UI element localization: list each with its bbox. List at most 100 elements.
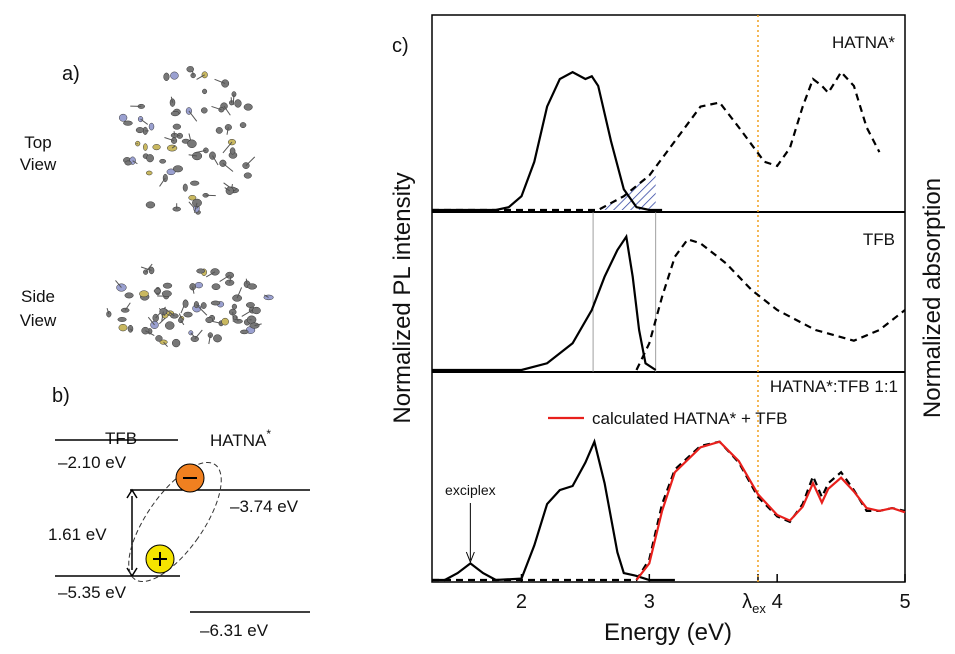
atom	[201, 302, 206, 308]
atom	[156, 335, 163, 341]
material-label: TFB	[105, 429, 137, 448]
atom	[202, 89, 207, 94]
atom	[143, 144, 147, 151]
atom	[240, 330, 248, 334]
panel-label: c)	[392, 35, 409, 57]
x-tick-label: 2	[516, 591, 527, 613]
panel-title: HATNA*:TFB 1:1	[770, 377, 898, 396]
atom	[164, 73, 170, 81]
atom	[184, 312, 193, 317]
atom	[222, 318, 229, 325]
y-axis-label: Normalized PL intensity	[389, 172, 416, 423]
atom	[235, 100, 242, 108]
atom	[165, 322, 174, 330]
view-label: Top	[24, 133, 51, 152]
bond	[223, 163, 233, 171]
superscript: *	[266, 427, 271, 441]
atom	[172, 339, 180, 347]
atom	[163, 283, 172, 288]
atom	[189, 195, 196, 200]
gap-label: 1.61 eV	[48, 525, 107, 544]
atom	[149, 123, 154, 130]
atom	[123, 121, 132, 126]
atom	[146, 171, 152, 175]
molecule-drawings	[107, 66, 274, 347]
atom	[159, 159, 165, 163]
atom	[232, 304, 237, 309]
atom	[183, 300, 188, 308]
atom	[117, 284, 127, 292]
atom	[216, 127, 223, 133]
bond	[242, 310, 253, 316]
atom	[213, 335, 221, 342]
atom	[252, 307, 260, 314]
atom	[212, 284, 220, 290]
atom	[125, 293, 134, 298]
material-label: HATNA*	[210, 427, 271, 450]
atom	[118, 317, 127, 321]
x-tick-label: 4	[772, 591, 783, 613]
x-tick-label: 3	[644, 591, 655, 613]
x-tick-label: 5	[899, 591, 910, 613]
view-label: View	[20, 311, 57, 330]
panel-title: TFB	[863, 230, 895, 249]
y2-axis-label: Normalized absorption	[919, 178, 946, 418]
energy-level: –5.35 eV	[58, 583, 127, 602]
atom	[171, 111, 179, 116]
energy-level: –6.31 eV	[200, 621, 269, 640]
energy-level: –3.74 eV	[230, 497, 299, 516]
spectrum-line	[432, 442, 905, 580]
energy-diagram: b) TFB HATNA* –2.10 eV –3.74 eV –5.35 eV…	[48, 385, 310, 640]
atom	[230, 148, 235, 155]
spectrum-line	[432, 442, 675, 580]
atom	[139, 291, 148, 297]
atom	[183, 184, 187, 192]
atom	[125, 161, 132, 165]
view-label: Side	[21, 287, 55, 306]
energy-level: –2.10 eV	[58, 453, 127, 472]
x-tick-label: λex	[742, 591, 766, 616]
atom	[146, 154, 153, 162]
atom	[173, 166, 183, 172]
atom	[162, 291, 171, 297]
view-label: View	[20, 155, 57, 174]
atom	[146, 202, 155, 208]
bond	[246, 157, 255, 166]
x-tick-label-sub: ex	[752, 601, 766, 616]
atom	[170, 72, 178, 79]
panel-label: a)	[62, 63, 80, 85]
spectrum-line	[432, 237, 656, 370]
atom	[119, 114, 127, 121]
material-name: HATNA	[210, 431, 267, 450]
atom	[244, 173, 252, 179]
figure: a) Top View Side View b) TFB HATNA* –2.1…	[0, 0, 955, 649]
atom	[197, 269, 205, 274]
atom	[206, 317, 213, 323]
bond	[160, 178, 166, 186]
atom	[240, 122, 246, 127]
atom	[154, 289, 161, 294]
annotation: exciplex	[445, 482, 496, 498]
spectrum-line	[637, 442, 906, 580]
atom	[248, 284, 257, 290]
atom	[187, 66, 194, 72]
atom	[244, 104, 252, 111]
atom	[234, 319, 243, 323]
legend-label: calculated HATNA* + TFB	[592, 409, 787, 428]
spectrum-line	[432, 72, 662, 210]
atom	[201, 108, 207, 114]
atom	[136, 127, 144, 133]
atom	[119, 324, 127, 331]
bond	[189, 111, 197, 121]
atom	[153, 144, 161, 150]
atom	[173, 124, 181, 129]
x-axis-label: Energy (eV)	[604, 619, 732, 646]
panel-title: HATNA*	[832, 33, 895, 52]
x-tick-label-main: λ	[742, 591, 752, 613]
atom	[195, 282, 203, 288]
atom	[107, 311, 112, 317]
panel-label: b)	[52, 385, 70, 407]
spectrum-line	[637, 239, 906, 370]
atom	[187, 140, 196, 148]
atom	[190, 181, 199, 186]
